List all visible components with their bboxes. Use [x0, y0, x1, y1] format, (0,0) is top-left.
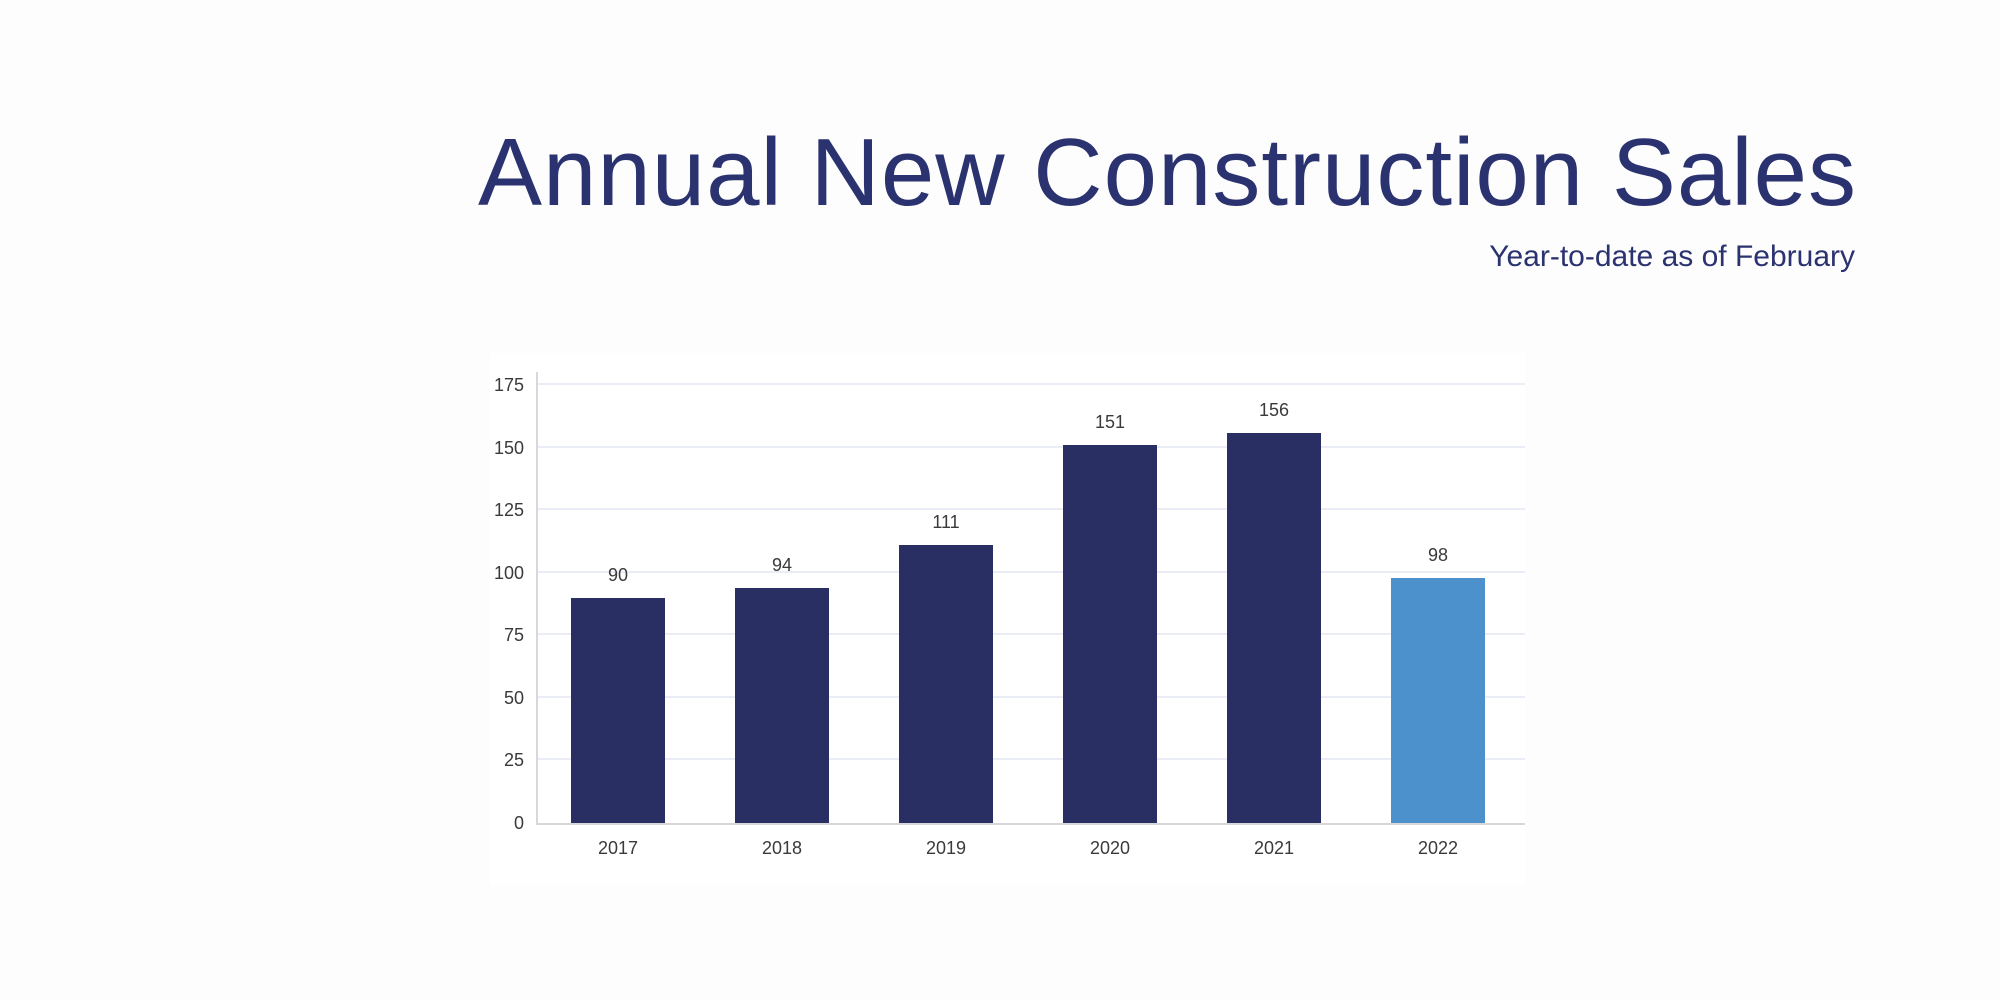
bar-2022 [1391, 577, 1485, 823]
y-axis-tick-label: 25 [503, 750, 524, 771]
y-gridline [538, 383, 1525, 385]
bar-2021 [1227, 432, 1321, 823]
y-gridline [538, 508, 1525, 511]
bar-2020 [1063, 445, 1157, 823]
y-gridline [538, 695, 1525, 698]
page-subtitle: Year-to-date as of February [1489, 240, 1855, 273]
page-title: Annual New Construction Sales [477, 119, 1857, 226]
x-axis-label: 2018 [761, 838, 803, 858]
y-axis-tick-label: 75 [503, 625, 524, 646]
x-axis-label: 2017 [597, 838, 639, 858]
y-axis-tick-label: 125 [493, 500, 524, 521]
y-axis-tick-label: 150 [493, 437, 524, 458]
y-axis-tick-label: 175 [493, 375, 524, 395]
bar-value-label: 94 [771, 554, 793, 575]
x-axis-label: 2021 [1253, 838, 1295, 858]
y-gridline [538, 633, 1525, 636]
bar-value-label: 98 [1427, 544, 1449, 565]
bar-value-label: 151 [1094, 412, 1126, 433]
x-axis-label: 2022 [1417, 838, 1459, 858]
bar-2017 [571, 597, 665, 823]
y-gridline [538, 570, 1525, 573]
bar-value-label: 156 [1258, 399, 1290, 420]
x-axis-label: 2020 [1089, 838, 1131, 858]
bar-value-label: 90 [607, 564, 629, 585]
y-gridline [538, 758, 1525, 761]
y-axis-tick-label: 100 [493, 562, 524, 583]
bar-value-label: 111 [932, 512, 960, 533]
y-axis-tick-label: 0 [513, 813, 524, 833]
bar-2018 [735, 587, 829, 823]
bar-chart-plot-area: 0 25 50 75 100 125 150 175 90 2017 94 2018 111 2019 15… [494, 372, 1525, 858]
y-gridline [538, 445, 1525, 448]
y-axis-tick-label: 50 [503, 687, 524, 708]
x-axis-label: 2019 [925, 838, 967, 858]
bar-2019 [899, 545, 993, 823]
